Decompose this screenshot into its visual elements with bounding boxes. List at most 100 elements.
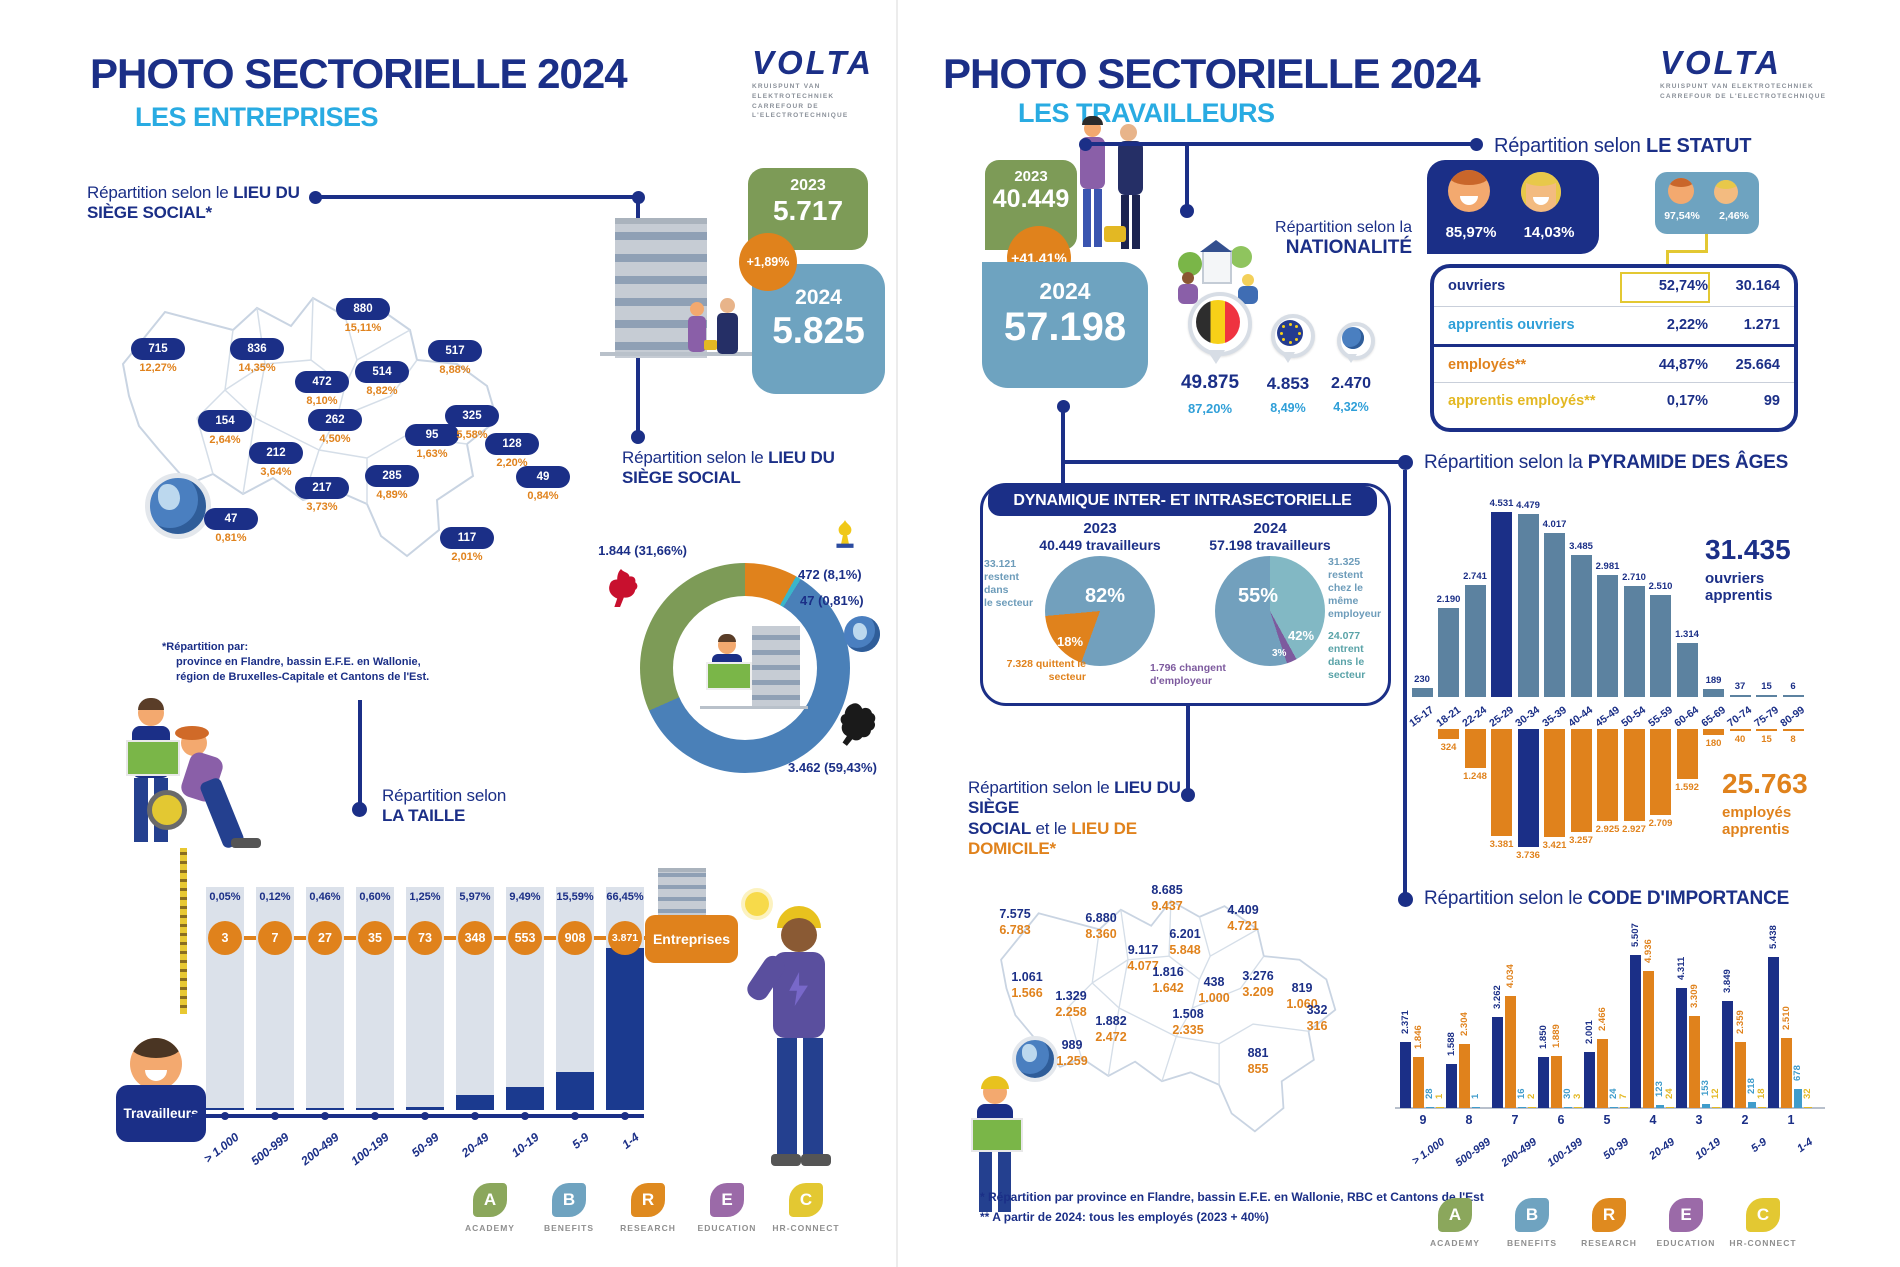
label-line: chez le même [1328,582,1364,607]
education-icon: E [710,1183,744,1217]
brussels-iris-icon [836,520,854,548]
statut-row-count: 30.164 [1735,278,1780,294]
page-title-left: PHOTO SECTORIELLE 2024 [90,50,628,97]
domicile-header: Répartition selon le LIEU DU SIÈGE SOCIA… [968,778,1188,860]
taille-count-circle: 348 [458,921,492,955]
pie-2023-second-pct: 18% [1057,634,1084,649]
taille-bar-fill [256,1108,294,1110]
walloon-rooster-icon [609,569,638,607]
volta-tagline-2: CARREFOUR DE L'ELECTROTECHNIQUE [1660,92,1827,100]
eu-star-dot [1282,337,1286,341]
taille-axis-dot [471,1112,479,1120]
highlight-connector [1666,250,1708,253]
domicile-pair-siege: 4.409 [1227,903,1259,917]
map-badge: 517 [428,340,482,362]
code-bar-value: 1.846 [1412,1025,1424,1049]
entreprises-label: Entreprises [652,931,731,947]
page-subtitle-right: LES TRAVAILLEURS [1018,98,1275,128]
dynamique-2023-second-label: 7.328 quittent le secteur [990,658,1086,684]
code-bar-value: 3 [1572,1093,1583,1099]
statut-row-label: apprentis employés** [1448,393,1596,409]
taille-category-label: 1-4 [619,1130,642,1152]
code-bar-value: 1.588 [1445,1032,1457,1056]
domicile-pair-siege: 438 [1203,975,1225,989]
code-header-bold: CODE D'IMPORTANCE [1587,888,1790,909]
taille-bar-fill [506,1087,544,1110]
hr-connect-icon: C [1746,1198,1780,1232]
taille-category-label: 20-49 [458,1130,492,1160]
taille-header-pre: Répartition selon [382,786,507,805]
research-icon: R [1592,1198,1626,1232]
map-badge-pct: 0,84% [527,490,559,502]
code-bar [1436,1107,1444,1108]
pyramide-value-ouvriers: 189 [1705,675,1722,686]
nationality-pct: 87,20% [1187,401,1233,416]
highlight-connector [1666,250,1669,274]
label-line: 31.325 restent [1328,556,1364,581]
domicile-pair-siege: 1.329 [1055,989,1087,1003]
domicile-pair-domicile: 2.258 [1055,1005,1087,1019]
map-badge: 117 [440,527,494,549]
nationality-value: 49.875 [1180,372,1240,393]
domicile-pair-siege: 1.816 [1152,965,1184,979]
taille-count-circle: 3 [208,921,242,955]
domicile-pair-domicile: 2.472 [1095,1030,1127,1044]
pyramide-header: Répartition selon la PYRAMIDE DES ÂGES [1424,452,1788,475]
total-2023-year: 2023 [1014,168,1048,185]
domicile-pair-domicile: 1.060 [1286,997,1318,1011]
pyramide-value-employes: 1.592 [1675,782,1699,793]
code-bar [1656,1105,1664,1108]
entreprises-label-box: Entreprises [645,915,738,963]
domicile-header-bold-orange: LIEU DE DOMICILE* [968,818,1137,859]
label-line: 1.796 changent [1150,662,1226,674]
pyramide-bar-ouvriers [1544,533,1565,697]
code-bar-value: 3.309 [1688,984,1700,1008]
connector-dot [352,802,367,817]
code-bar [1666,1107,1674,1108]
map-badge: 128 [485,433,539,455]
female-face-icon-small [1714,180,1738,204]
connector-dot [631,430,645,444]
code-bar [1748,1102,1756,1108]
map-footnote-line3: région de Bruxelles-Capitale et Cantons … [176,671,430,683]
code-bar-value: 2.371 [1399,1010,1411,1034]
pyramide-bar-employes [1729,729,1751,731]
pyramide-bar-ouvriers [1756,695,1777,697]
map-badge-pct: 2,64% [209,434,241,446]
code-bar [1630,955,1641,1108]
pyramide-value-employes: 40 [1734,734,1746,745]
code-bar [1518,1107,1526,1108]
map-badge-pct: 8,82% [366,385,398,397]
code-bar [1676,988,1687,1108]
dynamique-title: DYNAMIQUE INTER- ET INTRASECTORIELLE [1013,492,1352,509]
map-badge: 47 [204,508,258,530]
code-bar-value: 3.262 [1491,985,1503,1009]
pyramide-bar-employes [1703,729,1724,735]
code-bar [1597,1039,1608,1108]
code-number: 4 [1649,1113,1657,1127]
siege-header-pre: Répartition selon le [87,183,234,202]
domicile-pair-siege: 3.276 [1242,969,1274,983]
taille-bar-fill [556,1072,594,1110]
highlight-box [1620,272,1710,303]
domicile-pair-siege: 881 [1247,1046,1269,1060]
taille-header: Répartition selon LA TAILLE [382,786,506,827]
taille-pct-label: 5,97% [459,891,491,903]
pyramide-value-ouvriers: 3.485 [1569,541,1593,552]
nationality-header-pre: Répartition selon la [1275,219,1412,236]
domicile-pair-domicile: 6.783 [999,923,1031,937]
siege-header-bold1: LIEU DU [233,183,300,202]
map-badge-pct: 14,35% [238,362,276,374]
nationality-pct: 8,49% [1270,401,1306,415]
code-bar-value: 2 [1526,1093,1537,1099]
volta-logo-text: VOLTA [1660,44,1782,81]
pie-2024-main-pct: 55% [1238,585,1279,607]
code-bar [1492,1017,1503,1108]
taille-count-circle: 7 [258,921,292,955]
pyramide-value-ouvriers: 4.479 [1516,500,1540,511]
connector-dot [1398,455,1413,470]
statut-row: employés** 44,87% 25.664 [1434,344,1794,385]
connector-line [1085,142,1475,146]
siege-social-header: Répartition selon le LIEU DU SIÈGE SOCIA… [87,183,327,224]
taille-pct-label: 0,60% [359,891,391,903]
